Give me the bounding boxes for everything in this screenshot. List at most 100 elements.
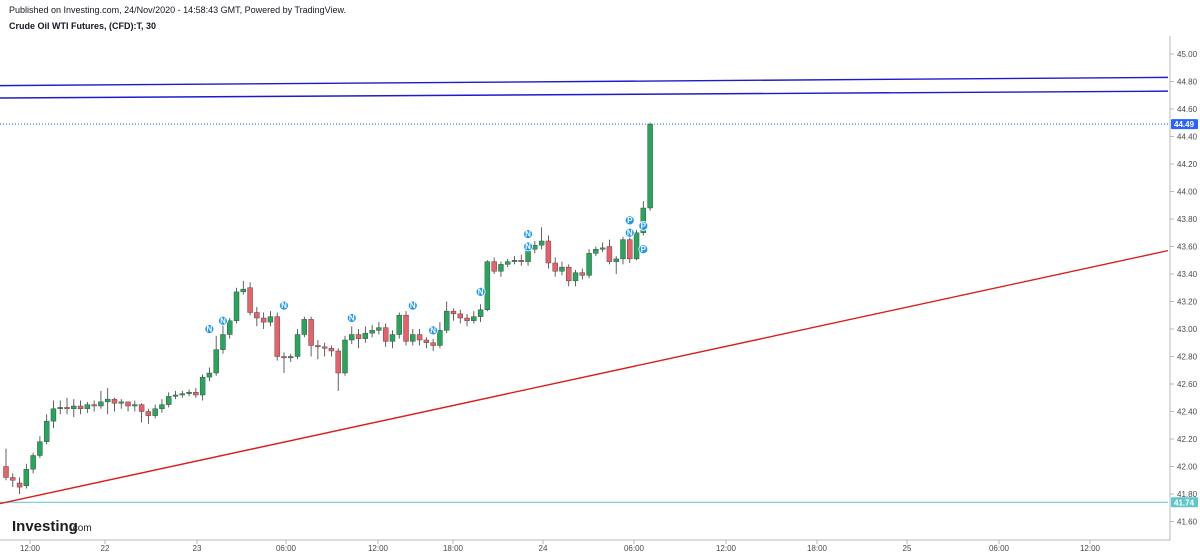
event-marker-label: P [641,245,647,254]
candle-up [118,401,124,404]
event-marker-label: N [410,301,416,310]
candle-down [281,356,287,359]
event-marker-icon [638,220,649,231]
candle-up [84,404,91,409]
price-tick-label: 44.00 [1177,188,1198,197]
event-marker-label: N [430,326,436,335]
trendlines[interactable] [0,76,1169,505]
candle-down [491,261,497,272]
candlestick-series [3,122,653,494]
candle-up [511,260,518,262]
candle-down [335,350,341,374]
candle-up [586,253,592,276]
event-marker-icon [204,324,215,334]
candle-up [186,392,192,394]
candle-up [559,266,565,272]
candle-up [213,349,219,374]
price-tags: 44.49 41.74 [1171,119,1198,508]
candle-down [423,339,430,343]
candle-down [566,266,572,282]
candle-down [3,466,9,478]
time-tick-label: 12:00 [716,544,737,553]
candle-down [518,260,524,262]
candle-down [328,348,335,352]
event-marker-icon [279,300,289,311]
event-marker-label: N [207,325,213,334]
time-axis[interactable]: 12:00 22 23 06:00 12:00 18:00 24 06:00 12:00 18:0… [0,539,1170,553]
candle-up [179,393,185,396]
event-marker-label: N [281,301,287,310]
event-marker-label: N [525,230,531,239]
candle-up [505,261,511,265]
price-axis[interactable]: 45.00 44.80 44.60 44.40 44.20 44.00 43.80 43.60… [1169,36,1198,540]
event-marker-label: N [627,228,633,237]
candle-up [288,356,294,359]
price-tick-label: 45.00 [1177,50,1198,59]
time-tick-label: 24 [539,544,548,553]
candle-down [16,482,23,488]
candle-up [166,396,172,405]
time-tick-label: 12:00 [1080,544,1101,553]
candle-up [37,441,43,456]
price-tick-label: 42.20 [1177,435,1198,444]
event-marker-label: N [220,316,226,325]
candle-down [254,312,260,319]
current-price-tag-bg [1171,119,1198,130]
candle-down [193,392,199,396]
time-tick-label: 18:00 [807,544,828,553]
event-marker-icon [523,241,533,252]
candle-up [152,408,158,416]
time-tick-label: 22 [101,544,110,553]
candle-up [23,469,30,486]
candle-up [342,339,348,374]
candle-down [64,407,70,409]
time-tick-label: 23 [193,544,202,553]
event-marker-icon [624,227,635,238]
price-tick-label: 43.20 [1177,298,1198,307]
published-note: Published on Investing.com, 24/Nov/2020 … [9,5,346,15]
candle-up [220,334,226,350]
candle-up [444,310,450,331]
time-tick-label: 06:00 [276,544,297,553]
candle-up [599,247,606,250]
candle-down [430,342,436,346]
price-tick-label: 42.40 [1177,408,1198,417]
time-tick-label: 12:00 [368,544,389,553]
current-price-tag: 44.49 [1174,120,1195,129]
candle-up [369,330,375,334]
time-tick-label: 06:00 [624,544,645,553]
candle-up [206,372,213,378]
candle-up [71,405,77,409]
candle-down [274,316,280,357]
event-marker-icon [638,244,649,255]
candle-up [572,272,579,282]
candle-down [457,313,463,319]
candle-up [301,319,308,335]
candle-up [362,332,369,339]
horizontal-levels [0,123,1168,503]
candle-down [315,345,321,348]
candle-up [349,334,355,341]
event-marker-icon [218,315,228,326]
price-tick-label: 44.40 [1177,133,1198,142]
candle-down [138,404,145,412]
logo-suffix: .com [70,523,92,534]
price-tick-label: 43.40 [1177,270,1198,279]
candle-up [633,232,640,260]
time-tick-label: 12:00 [20,544,41,553]
time-tick-label: 06:00 [989,544,1010,553]
resistance-trendline-1 [0,76,1169,87]
chart-title: Crude Oil WTI Futures, (CFD):T, 30 [9,21,156,31]
candle-up [50,408,57,422]
time-tick-label: 18:00 [443,544,464,553]
price-tick-label: 41.80 [1177,490,1198,499]
candle-up [640,207,647,233]
candle-up [43,420,50,442]
price-tick-label: 43.00 [1177,325,1198,334]
logo-name: Investing [12,518,78,535]
candle-up [267,316,274,323]
candle-up [159,404,165,409]
support-trendline [0,249,1169,505]
